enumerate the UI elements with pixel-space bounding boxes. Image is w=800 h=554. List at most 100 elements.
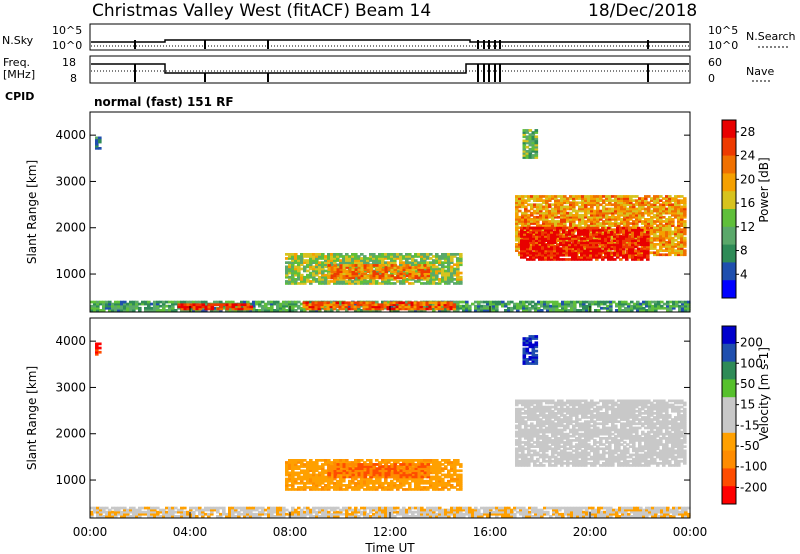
range-gate-cell [659, 240, 663, 244]
range-gate-cell [640, 239, 644, 242]
range-gate-cell [587, 199, 591, 202]
range-gate-cell [414, 266, 419, 269]
range-gate-cell [518, 215, 522, 219]
range-gate-cell [538, 231, 542, 234]
range-gate-cell [674, 234, 678, 238]
range-gate-cell [608, 249, 612, 252]
range-gate-cell [297, 304, 301, 308]
range-gate-cell [645, 508, 649, 512]
range-gate-cell [462, 309, 466, 312]
range-gate-cell [420, 259, 424, 262]
range-gate-cell [572, 213, 576, 217]
range-gate-cell [596, 218, 600, 221]
range-gate-cell [314, 301, 319, 305]
range-gate-cell [312, 257, 316, 260]
range-gate-cell [480, 306, 484, 310]
range-gate-cell [339, 300, 343, 304]
range-gate-cell [420, 255, 424, 258]
range-gate-cell [521, 199, 525, 202]
range-gate-cell [609, 508, 613, 512]
range-gate-cell [303, 469, 307, 473]
range-gate-cell [638, 199, 642, 202]
range-gate-cell [90, 300, 94, 304]
range-gate-cell [258, 302, 262, 306]
range-gate-cell [566, 213, 570, 217]
range-gate-cell [312, 259, 316, 262]
range-gate-cell [300, 259, 304, 262]
range-gate-cell [291, 467, 295, 470]
range-gate-cell [563, 251, 567, 255]
range-gate-cell [606, 512, 610, 516]
range-gate-cell [545, 218, 549, 221]
range-gate-cell [581, 201, 585, 205]
range-gate-cell [114, 508, 118, 512]
range-gate-cell [579, 304, 583, 308]
range-gate-cell [297, 473, 301, 477]
range-gate-cell [662, 209, 666, 213]
range-gate-cell [276, 304, 280, 308]
range-gate-cell [674, 243, 678, 246]
range-gate-cell [384, 510, 388, 514]
range-gate-cell [396, 253, 400, 256]
range-gate-cell [399, 282, 403, 285]
range-gate-cell [656, 207, 660, 211]
range-gate-cell [231, 512, 235, 516]
range-gate-cell [531, 133, 536, 136]
range-gate-cell [681, 508, 685, 512]
range-gate-cell [632, 207, 636, 211]
range-gate-cell [665, 253, 669, 257]
range-gate-cell [105, 510, 109, 514]
range-gate-cell [555, 306, 559, 310]
range-gate-cell [535, 231, 539, 234]
range-gate-cell [618, 300, 622, 304]
range-gate-cell [453, 253, 457, 256]
range-gate-cell [261, 304, 265, 308]
range-gate-cell [507, 506, 511, 510]
range-gate-cell [249, 515, 253, 518]
range-gate-cell [183, 305, 188, 309]
range-gate-cell [601, 228, 605, 232]
colorbar-tick-label: 24 [740, 149, 755, 163]
range-gate-cell [114, 300, 118, 304]
range-gate-cell [279, 309, 283, 312]
range-gate-cell [538, 256, 542, 259]
range-gate-cell [626, 215, 630, 219]
range-gate-cell [617, 205, 621, 209]
scatter-patch [327, 264, 431, 280]
range-gate-cell [444, 275, 448, 279]
range-gate-cell [562, 245, 566, 249]
range-gate-cell [380, 305, 385, 309]
range-gate-cell [580, 253, 584, 257]
range-gate-cell [138, 512, 142, 516]
range-gate-cell [423, 278, 427, 281]
range-gate-cell [357, 278, 361, 281]
colorbar-swatch [722, 191, 736, 210]
range-gate-cell [402, 257, 406, 260]
range-gate-cell [665, 249, 669, 252]
range-gate-cell [632, 224, 636, 227]
range-gate-cell [285, 488, 289, 491]
range-gate-cell [572, 207, 576, 211]
range-gate-cell [315, 278, 319, 281]
range-gate-cell [553, 239, 557, 242]
range-gate-cell [604, 247, 608, 251]
range-gate-cell [619, 237, 623, 240]
range-gate-cell [363, 268, 368, 271]
range-gate-cell [515, 201, 519, 205]
range-gate-cell [417, 510, 421, 514]
range-gate-cell [360, 309, 364, 312]
range-gate-cell [532, 228, 536, 232]
range-gate-cell [465, 302, 469, 306]
range-gate-cell [282, 508, 286, 512]
range-gate-cell [348, 272, 353, 276]
range-gate-cell [336, 259, 340, 262]
range-gate-cell [432, 273, 436, 277]
range-gate-cell [626, 211, 630, 215]
range-gate-cell [147, 506, 151, 510]
range-gate-cell [302, 305, 307, 309]
range-gate-cell [180, 309, 184, 312]
range-gate-cell [315, 257, 319, 260]
range-gate-cell [680, 209, 684, 213]
range-gate-cell [558, 506, 562, 510]
range-gate-cell [597, 512, 601, 516]
